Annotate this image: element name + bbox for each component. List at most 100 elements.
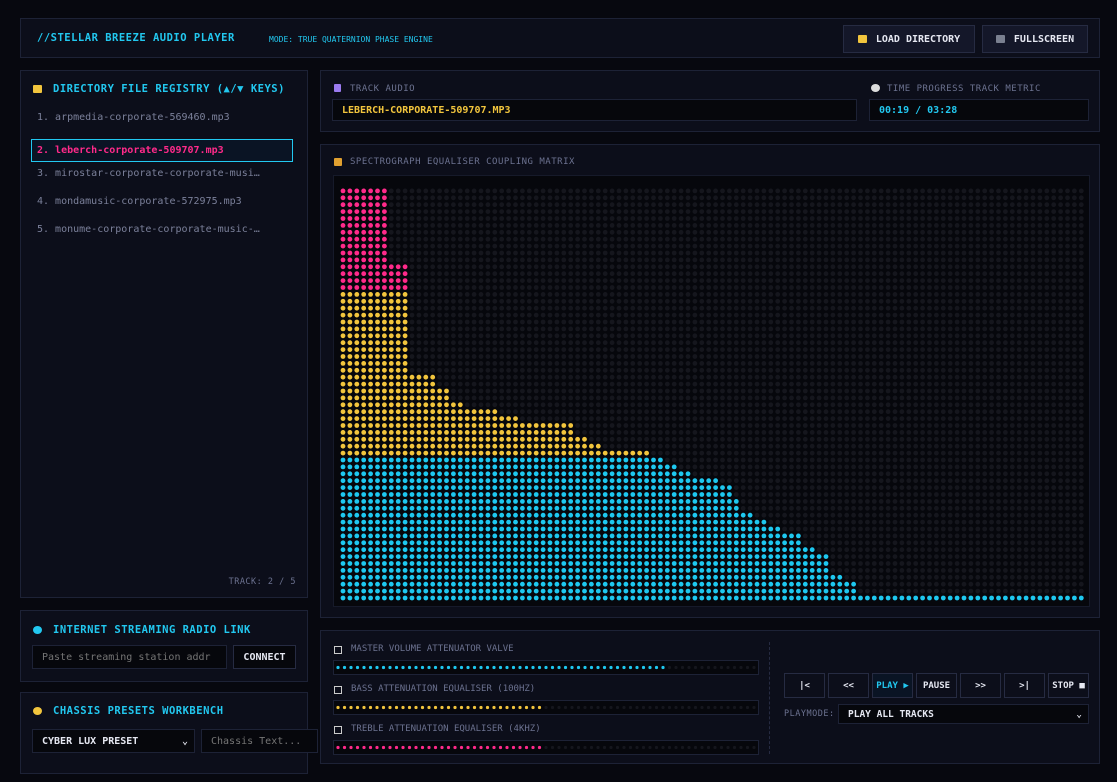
preset-select[interactable]: CYBER LUX PRESET ⌄ [32,729,195,753]
dot [361,298,367,304]
dot [506,285,511,290]
dot [513,526,518,532]
dot [568,202,574,208]
dot [761,264,767,270]
load-directory[interactable]: LOAD DIRECTORY [843,25,975,53]
dot [699,367,705,373]
dot [437,499,442,504]
dot [347,595,353,601]
dot [658,250,663,256]
dot [589,333,594,339]
dot [492,478,498,484]
dot [375,540,380,546]
dot [768,319,774,325]
dot [382,195,387,201]
dot [368,202,373,208]
dot [644,519,649,525]
dot [478,478,484,484]
dot [485,561,491,566]
dot [747,223,753,228]
dot [368,223,373,228]
dot [554,519,560,525]
connect[interactable]: CONNECT [233,645,296,669]
dot [561,450,567,456]
dot [878,512,884,518]
dot [444,492,449,497]
dot [878,409,884,415]
dot [595,423,601,428]
dot [513,278,518,283]
dot [492,319,498,325]
dot [816,278,822,283]
dot [727,409,732,415]
dot [796,464,801,470]
dot [699,512,705,518]
dot [347,430,353,435]
dot [547,519,553,525]
dot [637,423,643,428]
dot [865,492,870,497]
dot [395,492,401,497]
dot [678,326,684,332]
dot [671,574,677,580]
dot [823,298,829,304]
dot [885,312,891,318]
dot [878,402,884,408]
dot [388,436,394,442]
dot [582,354,587,359]
dot [865,326,870,332]
dot [892,340,898,346]
dot [871,333,877,339]
dot [457,395,463,401]
dot [761,374,767,380]
dot [402,354,408,359]
dot [830,416,836,421]
dot [651,216,656,221]
fullscreen[interactable]: FULLSCREEN [982,25,1088,53]
dot [830,409,836,415]
dot [651,485,656,490]
dot [802,374,808,380]
dot [823,450,829,456]
dot [478,526,484,532]
dot [616,257,622,263]
dot [844,443,850,449]
dot [837,388,843,394]
dot [423,298,429,304]
dot [733,568,739,573]
dot [540,499,546,504]
dot [775,264,781,270]
dot [782,409,787,415]
dot [768,568,774,573]
dot [678,292,684,297]
dot [878,554,884,559]
dot [506,340,511,346]
dot [554,271,560,277]
dot [354,450,360,456]
dot [747,292,753,297]
dot [892,554,898,559]
dot [547,243,553,249]
radio-input[interactable] [32,645,227,669]
dot [347,512,353,518]
dot [492,561,498,566]
dot [533,312,539,318]
dot [892,361,898,366]
dot [713,526,718,532]
dot [492,347,498,352]
dot [361,436,367,442]
dot [609,278,615,283]
dot [885,505,891,511]
dot [595,243,601,249]
chassis-input[interactable] [201,729,318,753]
dot [630,243,636,249]
dot [395,430,401,435]
dot [437,374,442,380]
dot [402,326,408,332]
dot [678,464,684,470]
dot [837,340,843,346]
dot [457,402,463,408]
dot [685,574,691,580]
dot [347,395,353,401]
dot [796,450,801,456]
